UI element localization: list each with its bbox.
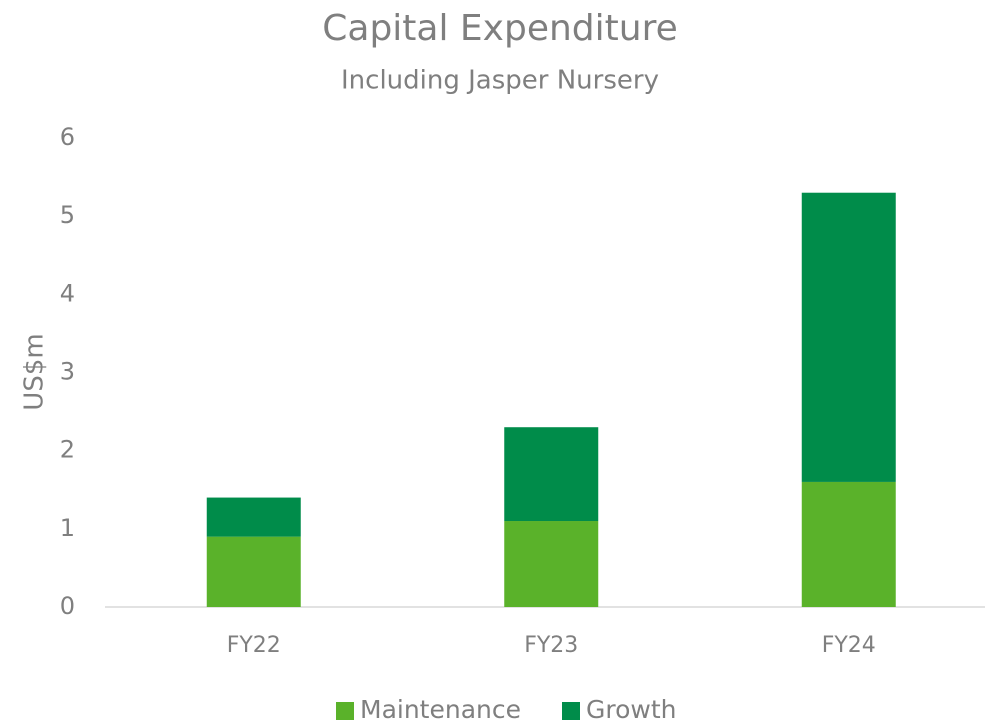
- y-tick-label: 4: [60, 279, 75, 307]
- chart-subtitle: Including Jasper Nursery: [341, 66, 659, 96]
- y-tick-label: 6: [60, 123, 75, 151]
- bar-segment: [504, 427, 599, 522]
- y-tick-label: 3: [60, 358, 75, 386]
- x-tick-label: FY22: [227, 633, 281, 658]
- y-tick-label: 2: [60, 436, 75, 464]
- legend-swatch: [336, 702, 354, 720]
- bar-segment: [801, 192, 896, 482]
- y-axis-label: US$m: [20, 333, 50, 410]
- y-tick-label: 1: [60, 514, 75, 542]
- bar-segment: [206, 497, 301, 537]
- x-tick-label: FY23: [524, 633, 578, 658]
- chart-title: Capital Expenditure: [322, 8, 677, 49]
- bar-segment: [504, 521, 599, 607]
- legend-label: Growth: [586, 695, 677, 722]
- bar-segment: [206, 536, 301, 607]
- legend-label: Maintenance: [360, 695, 521, 722]
- legend-swatch: [562, 702, 580, 720]
- y-tick-label: 5: [60, 201, 75, 229]
- bar-segment: [801, 481, 896, 607]
- x-tick-label: FY24: [822, 633, 876, 658]
- y-tick-label: 0: [60, 592, 75, 620]
